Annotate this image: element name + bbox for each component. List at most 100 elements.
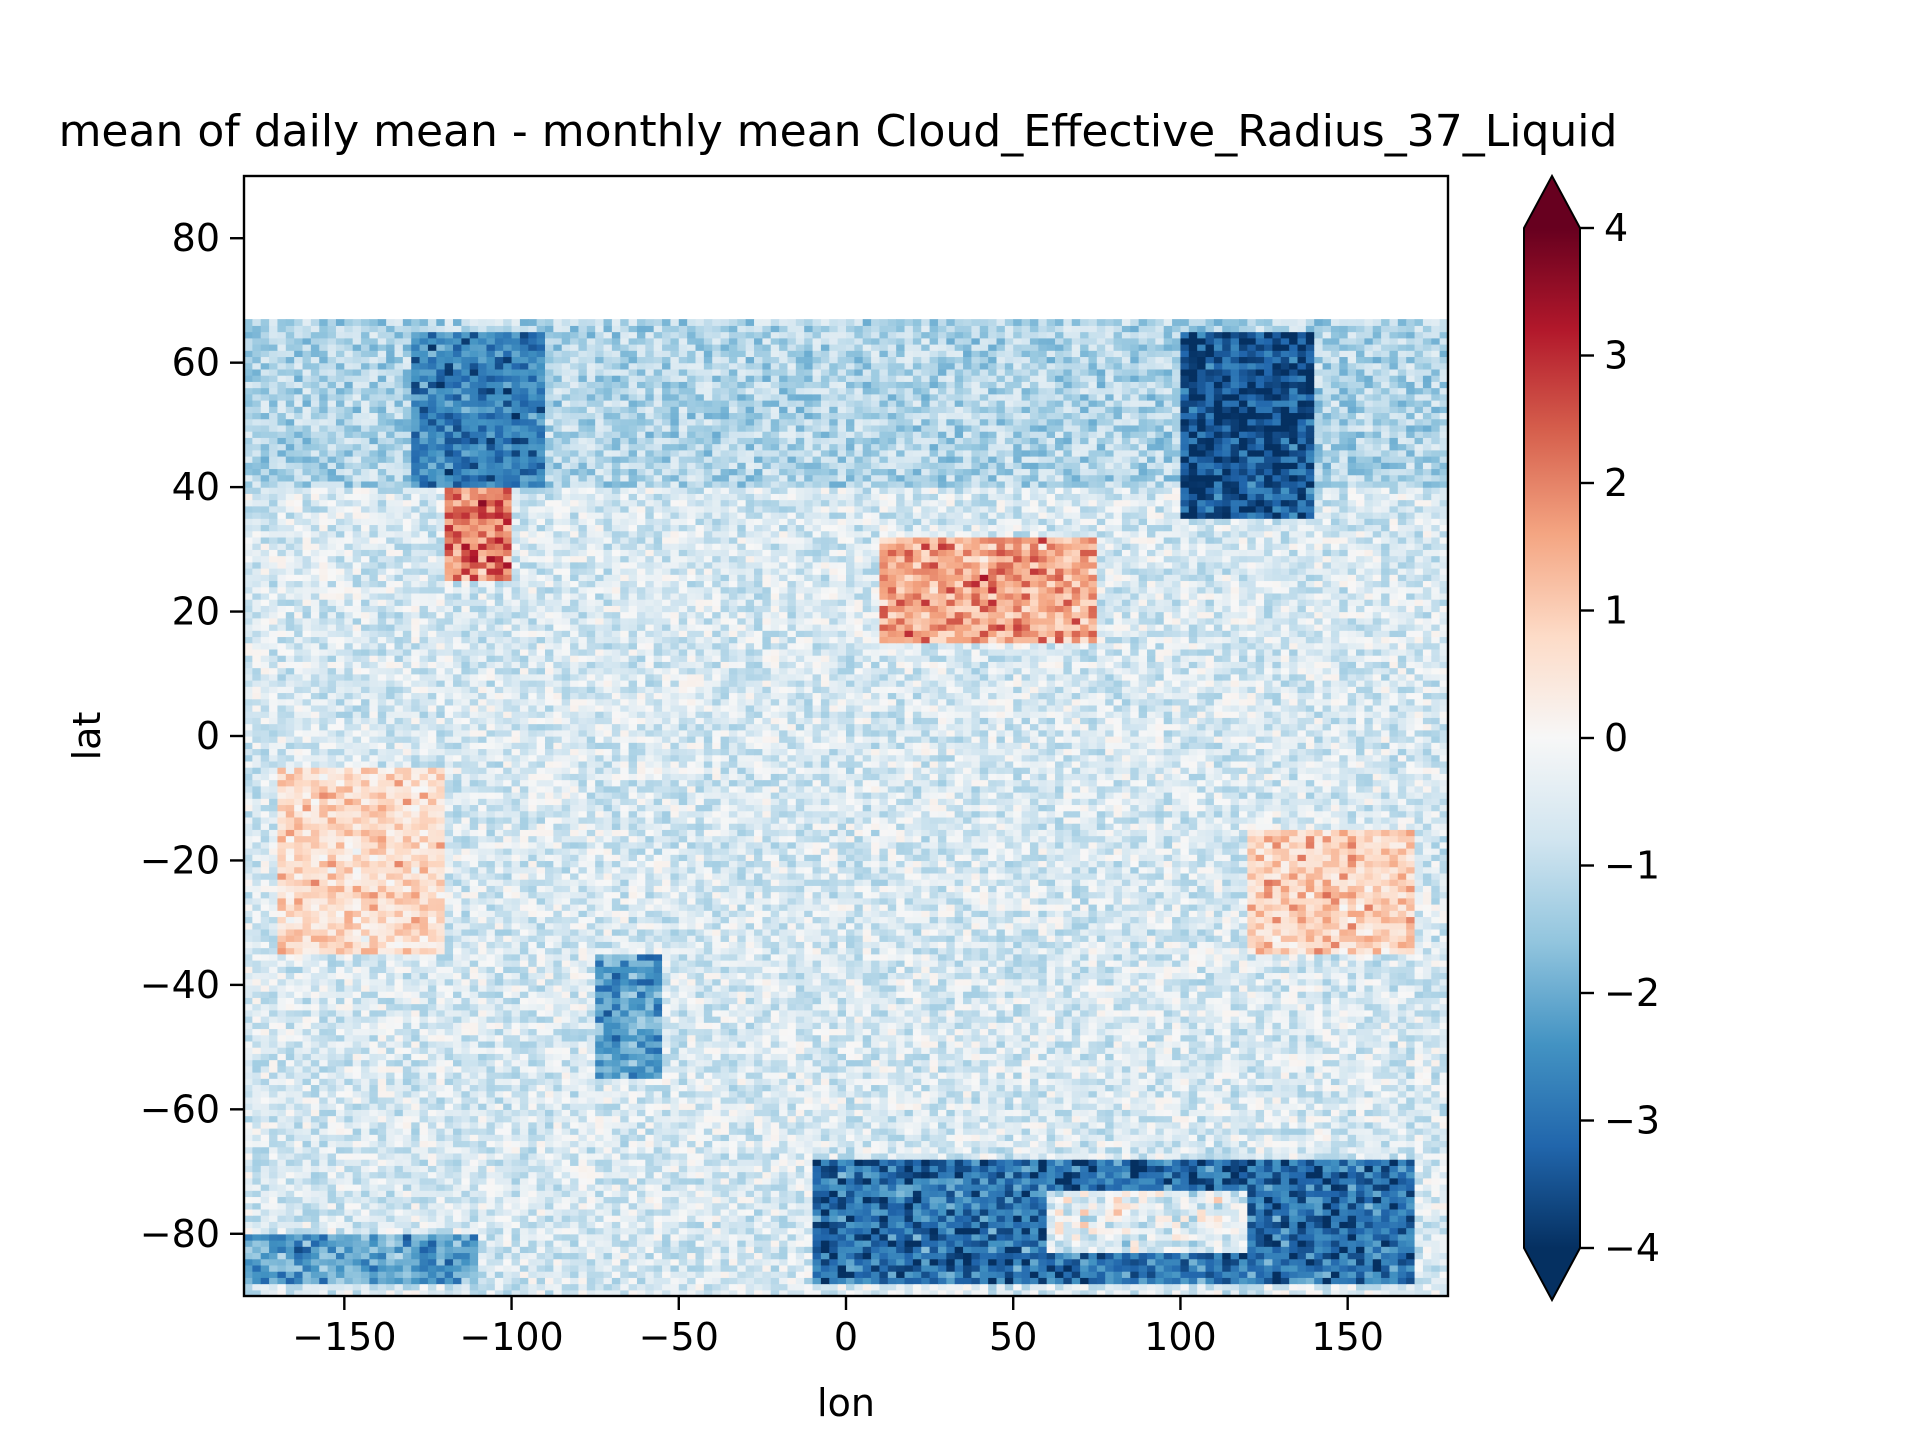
heatmap-cell	[244, 1091, 253, 1098]
heatmap-cell	[1155, 1140, 1164, 1147]
heatmap-cell	[829, 1221, 838, 1228]
heatmap-cell	[729, 1140, 738, 1147]
heatmap-cell	[470, 1271, 479, 1278]
heatmap-cell	[1105, 1116, 1114, 1123]
heatmap-cell	[704, 1271, 713, 1278]
heatmap-cell	[528, 1172, 537, 1179]
heatmap-cell	[311, 1165, 320, 1172]
heatmap-cell	[604, 1265, 613, 1272]
heatmap-cell	[1389, 1259, 1398, 1266]
heatmap-cell	[1130, 1153, 1139, 1160]
heatmap-cell	[896, 1140, 905, 1147]
heatmap-cell	[1323, 1252, 1332, 1259]
heatmap-cell	[863, 1284, 872, 1291]
heatmap-cell	[871, 1196, 880, 1203]
heatmap-cell	[604, 1159, 613, 1166]
heatmap-cell	[319, 1134, 328, 1141]
heatmap-cell	[1264, 1277, 1273, 1284]
heatmap-cell	[1164, 1215, 1173, 1222]
heatmap-cell	[1431, 1153, 1440, 1160]
heatmap-cell	[612, 1259, 621, 1266]
heatmap-cell	[1122, 1209, 1131, 1216]
heatmap-cell	[553, 1078, 562, 1085]
heatmap-cell	[1239, 1178, 1248, 1185]
heatmap-cell	[353, 1228, 362, 1235]
heatmap-cell	[1214, 1103, 1223, 1110]
heatmap-cell	[729, 1184, 738, 1191]
heatmap-cell	[838, 1140, 847, 1147]
heatmap-cell	[1281, 1147, 1290, 1154]
heatmap-cell	[1415, 1122, 1424, 1129]
heatmap-cell	[1431, 1234, 1440, 1241]
heatmap-cell	[888, 1209, 897, 1216]
heatmap-cell	[1306, 1184, 1315, 1191]
heatmap-cell	[963, 1122, 972, 1129]
heatmap-cell	[1130, 1097, 1139, 1104]
heatmap-cell	[1306, 1159, 1315, 1166]
heatmap-cell	[1389, 1196, 1398, 1203]
heatmap-cell	[938, 1091, 947, 1098]
heatmap-cell	[1072, 1190, 1081, 1197]
heatmap-cell	[1256, 1153, 1265, 1160]
heatmap-cell	[1373, 1215, 1382, 1222]
heatmap-cell	[1063, 1084, 1072, 1091]
heatmap-cell	[1373, 1277, 1382, 1284]
heatmap-cell	[997, 1097, 1006, 1104]
heatmap-cell	[821, 1190, 830, 1197]
heatmap-cell	[1231, 1109, 1240, 1116]
heatmap-cell	[971, 1196, 980, 1203]
heatmap-cell	[303, 1196, 312, 1203]
heatmap-cell	[1264, 1165, 1273, 1172]
heatmap-cell	[252, 1252, 261, 1259]
heatmap-cell	[662, 1122, 671, 1129]
heatmap-cell	[428, 1178, 437, 1185]
heatmap-cell	[303, 1116, 312, 1123]
heatmap-cell	[512, 1215, 521, 1222]
heatmap-cell	[955, 1109, 964, 1116]
heatmap-cell	[269, 1221, 278, 1228]
heatmap-cell	[604, 1165, 613, 1172]
heatmap-cell	[654, 1140, 663, 1147]
heatmap-cell	[888, 1122, 897, 1129]
heatmap-cell	[762, 1084, 771, 1091]
heatmap-cell	[1423, 1277, 1432, 1284]
heatmap-cell	[896, 1221, 905, 1228]
heatmap-cell	[888, 1097, 897, 1104]
heatmap-cell	[1348, 1116, 1357, 1123]
heatmap-cell	[361, 1140, 370, 1147]
heatmap-cell	[1114, 1109, 1123, 1116]
heatmap-cell	[654, 1116, 663, 1123]
heatmap-cell	[470, 1159, 479, 1166]
heatmap-cell	[336, 1271, 345, 1278]
heatmap-cell	[344, 1109, 353, 1116]
heatmap-cell	[629, 1165, 638, 1172]
heatmap-cell	[428, 1215, 437, 1222]
heatmap-cell	[252, 1259, 261, 1266]
heatmap-cell	[813, 1277, 822, 1284]
heatmap-cell	[629, 1246, 638, 1253]
heatmap-cell	[1272, 1209, 1281, 1216]
heatmap-cell	[762, 1265, 771, 1272]
heatmap-cell	[804, 1128, 813, 1135]
heatmap-cell	[269, 1240, 278, 1247]
heatmap-cell	[1005, 1228, 1014, 1235]
heatmap-cell	[938, 1184, 947, 1191]
heatmap-cell	[829, 1190, 838, 1197]
heatmap-cell	[838, 1153, 847, 1160]
heatmap-cell	[1264, 1091, 1273, 1098]
heatmap-cell	[1264, 1097, 1273, 1104]
heatmap-cell	[1415, 1178, 1424, 1185]
heatmap-cell	[721, 1203, 730, 1210]
heatmap-cell	[436, 1209, 445, 1216]
heatmap-cell	[528, 1240, 537, 1247]
heatmap-cell	[1139, 1153, 1148, 1160]
heatmap-cell	[729, 1134, 738, 1141]
heatmap-cell	[269, 1165, 278, 1172]
heatmap-cell	[1272, 1128, 1281, 1135]
heatmap-cell	[353, 1153, 362, 1160]
heatmap-cell	[1298, 1203, 1307, 1210]
heatmap-cell	[395, 1172, 404, 1179]
heatmap-cell	[787, 1240, 796, 1247]
heatmap-cell	[1239, 1234, 1248, 1241]
heatmap-cell	[1339, 1084, 1348, 1091]
